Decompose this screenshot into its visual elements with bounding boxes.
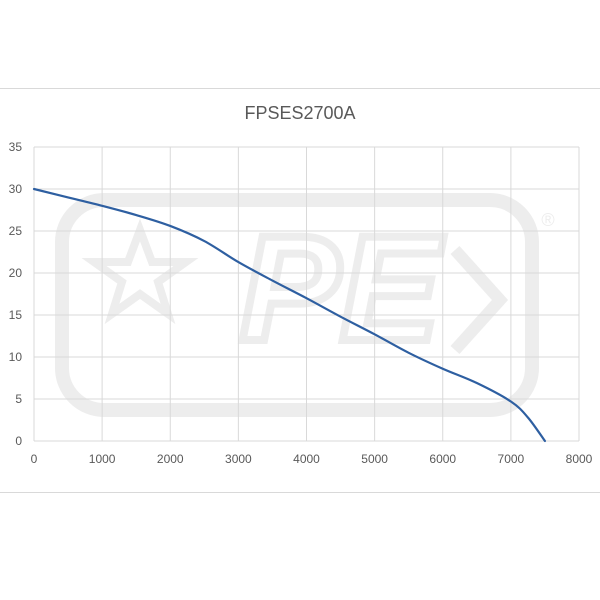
- chart-frame: [0, 88, 600, 493]
- grid-lines: [33, 146, 580, 442]
- chart-title: FPSES2700A: [244, 103, 356, 123]
- x-tick-label-8: 8000: [566, 452, 593, 466]
- y-tick-label-5: 25: [9, 224, 23, 238]
- y-tick-label-0: 0: [15, 434, 22, 448]
- watermark-arrow-icon: [450, 245, 509, 355]
- y-tick-label-2: 10: [9, 350, 23, 364]
- x-tick-label-5: 5000: [361, 452, 388, 466]
- watermark-registered-mark: ®: [541, 210, 554, 230]
- x-tick-label-6: 6000: [429, 452, 456, 466]
- series-layer: [32, 187, 547, 443]
- x-tick-label-4: 4000: [293, 452, 320, 466]
- tick-labels: 0 1000 2000 3000 4000 5000 6000 7000 8000 0 5 10 15 2…: [9, 140, 593, 466]
- x-tick-label-2: 2000: [157, 452, 184, 466]
- y-tick-label-4: 20: [9, 266, 23, 280]
- watermark-logo: PE ®: [55, 193, 555, 417]
- y-tick-label-3: 15: [9, 308, 23, 322]
- series-line-0: [32, 187, 547, 443]
- watermark-star-icon: [81, 218, 199, 325]
- watermark-outline: [55, 193, 539, 417]
- y-tick-label-1: 5: [15, 392, 22, 406]
- x-tick-label-0: 0: [31, 452, 38, 466]
- x-tick-label-1: 1000: [89, 452, 116, 466]
- watermark-text: PE: [240, 204, 444, 372]
- x-tick-label-7: 7000: [498, 452, 525, 466]
- y-tick-label-6: 30: [9, 182, 23, 196]
- y-tick-label-7: 35: [9, 140, 23, 154]
- x-tick-label-3: 3000: [225, 452, 252, 466]
